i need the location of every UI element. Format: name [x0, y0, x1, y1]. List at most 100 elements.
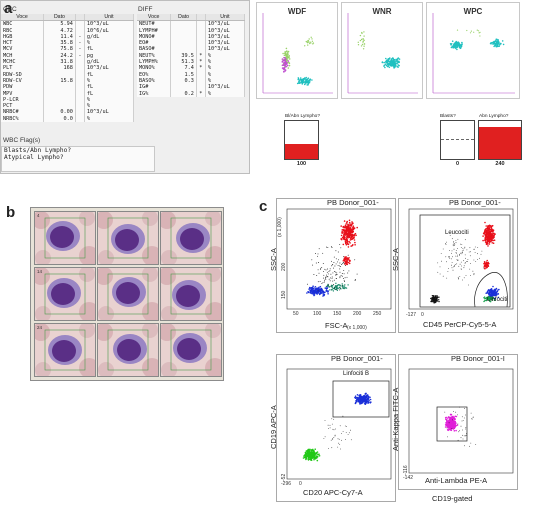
table-row: P-LCR% — [1, 96, 135, 104]
parameter-unit: fL — [84, 46, 135, 53]
wnr-scattergram: WNR — [341, 2, 423, 99]
gate-label-linfociti-b: Linfociti B — [343, 371, 370, 377]
table-row: RDW-CV 15.8% — [1, 77, 135, 85]
x-tick: -142 — [403, 475, 414, 481]
gauge-fill — [285, 143, 318, 159]
parameter-flag — [196, 77, 206, 85]
x-axis-unit: (x 1,000) — [347, 325, 367, 331]
table-row: BASO# 10^3/uL — [137, 46, 246, 53]
table-row: LYMPH% 51.3 *% — [137, 59, 246, 66]
parameter-value: 0.00 — [43, 109, 76, 116]
parameter-flag — [196, 71, 206, 78]
parameter-value: 168 — [43, 65, 76, 72]
blood-smear-cell-image — [97, 323, 159, 377]
x-tick: 250 — [373, 311, 382, 317]
column-header: Unit — [205, 14, 246, 22]
parameter-unit: 10^3/uL — [205, 27, 246, 34]
parameter-value: 35.8 — [43, 40, 76, 47]
blood-smear-cell-image — [97, 211, 159, 265]
parameter-flag — [75, 115, 85, 123]
parameter-flag — [75, 109, 85, 116]
cell-index: 24 — [37, 325, 43, 330]
table-row: PCT% — [1, 103, 135, 110]
parameter-flag — [75, 59, 85, 66]
table-row: NRBC# 0.00 10^3/uL — [1, 109, 135, 116]
parameter-name: MCHC — [1, 59, 44, 66]
parameter-unit: fL — [84, 84, 135, 91]
wbc-flags-title: WBC Flag(s) — [3, 137, 41, 144]
wpc-title: WPC — [463, 7, 483, 16]
parameter-name: PDW — [1, 84, 44, 91]
table-row: PDW fL — [1, 84, 135, 91]
table-header-row: Voce Dato Unit — [1, 14, 135, 22]
parameter-name: RBC — [1, 27, 44, 34]
parameter-name: EO% — [137, 71, 172, 78]
blood-smear-cell-image: 14 — [34, 267, 96, 321]
wbc-flag-item: Blasts/Abn Lympho? — [4, 147, 72, 154]
wbc-flags-list: Blasts/Abn Lympho? Atypical Lympho? — [1, 146, 155, 172]
x-tick: 200 — [353, 311, 362, 317]
parameter-value: 15.8 — [43, 77, 76, 85]
y-axis-label: CD19 APC-A — [269, 405, 278, 449]
parameter-name: LYMPH# — [137, 27, 172, 34]
parameter-value: 31.8 — [43, 59, 76, 66]
wdf-dots — [262, 13, 333, 94]
table-header-row: Voce Dato Unit — [137, 14, 246, 22]
x-tick: 0 — [299, 481, 302, 487]
parameter-flag — [75, 84, 85, 91]
y-axis-label: Anti-Kappa FITC-A — [391, 387, 400, 451]
parameter-flag — [196, 33, 206, 41]
flow-plot-title: PB Donor_001-I — [451, 354, 505, 363]
y-axis-unit: (x 1,000) — [277, 217, 283, 237]
gauge-label-abn-lympho-2: Abn Lympho? — [479, 114, 509, 119]
parameter-flag — [75, 65, 85, 72]
flow-plot4-subtitle: CD19-gated — [432, 494, 473, 503]
parameter-unit: % — [205, 71, 246, 78]
table-row: BASO% 0.3% — [137, 77, 246, 85]
parameter-flag: * — [196, 90, 206, 97]
parameter-name: NEUT# — [137, 20, 172, 28]
parameter-value — [43, 71, 76, 78]
parameter-unit: 10^6/uL — [84, 27, 135, 34]
wdf-scattergram: WDF — [256, 2, 338, 99]
parameter-unit: 10^3/uL — [205, 20, 246, 28]
parameter-name: IG% — [137, 90, 172, 97]
parameter-flag — [75, 90, 85, 97]
parameter-flag: - — [75, 46, 85, 53]
parameter-unit: % — [205, 59, 246, 66]
wbc-flag-item: Atypical Lympho? — [4, 154, 64, 162]
x-axis-label: Anti-Lambda PE-A — [425, 476, 488, 485]
parameter-unit: fL — [84, 71, 135, 78]
parameter-name: NRBC# — [1, 109, 44, 116]
table-row: RBC 4.72 10^6/uL — [1, 27, 135, 34]
diff-title: DIFF — [138, 6, 153, 13]
parameter-name: MONO% — [137, 65, 172, 72]
y-axis-label: SSC-A — [391, 248, 400, 271]
parameter-name: LYMPH% — [137, 59, 172, 66]
x-tick: 150 — [333, 311, 342, 317]
flow-plot-title: PB Donor_001- — [327, 198, 379, 207]
parameter-name: NRBC% — [1, 115, 44, 123]
column-header: Voce — [137, 14, 172, 22]
parameter-value: 0.3 — [170, 77, 197, 85]
x-tick: 100 — [313, 311, 322, 317]
parameter-unit: 10^3/uL — [84, 65, 135, 72]
flow-plot-fsc-ssc: PB Donor_001- FSC-A SSC-A (x 1,000) (x 1… — [269, 198, 396, 333]
parameter-value — [43, 96, 76, 104]
parameter-unit: g/dL — [84, 59, 135, 66]
blood-smear-cell-image — [160, 267, 222, 321]
table-row: IG% 0.2 *% — [137, 90, 246, 97]
gauge-abn-lympho — [284, 120, 319, 160]
flow-plot-lambda-kappa: PB Donor_001-I Anti-Lambda PE-A Anti-Kap… — [391, 354, 518, 490]
parameter-flag: * — [196, 65, 206, 72]
column-header: Unit — [84, 14, 135, 22]
parameter-name: BASO% — [137, 77, 172, 85]
parameter-value: 1.5 — [170, 71, 197, 78]
x-tick: -296 — [281, 481, 292, 487]
parameter-flag — [196, 40, 206, 47]
table-row: HCT 35.8-% — [1, 40, 135, 47]
blood-smear-cell-image — [160, 211, 222, 265]
blood-smear-gallery: 4 14 24 — [30, 207, 224, 381]
parameter-name: EO# — [137, 40, 172, 47]
blood-smear-cell-image — [160, 323, 222, 377]
